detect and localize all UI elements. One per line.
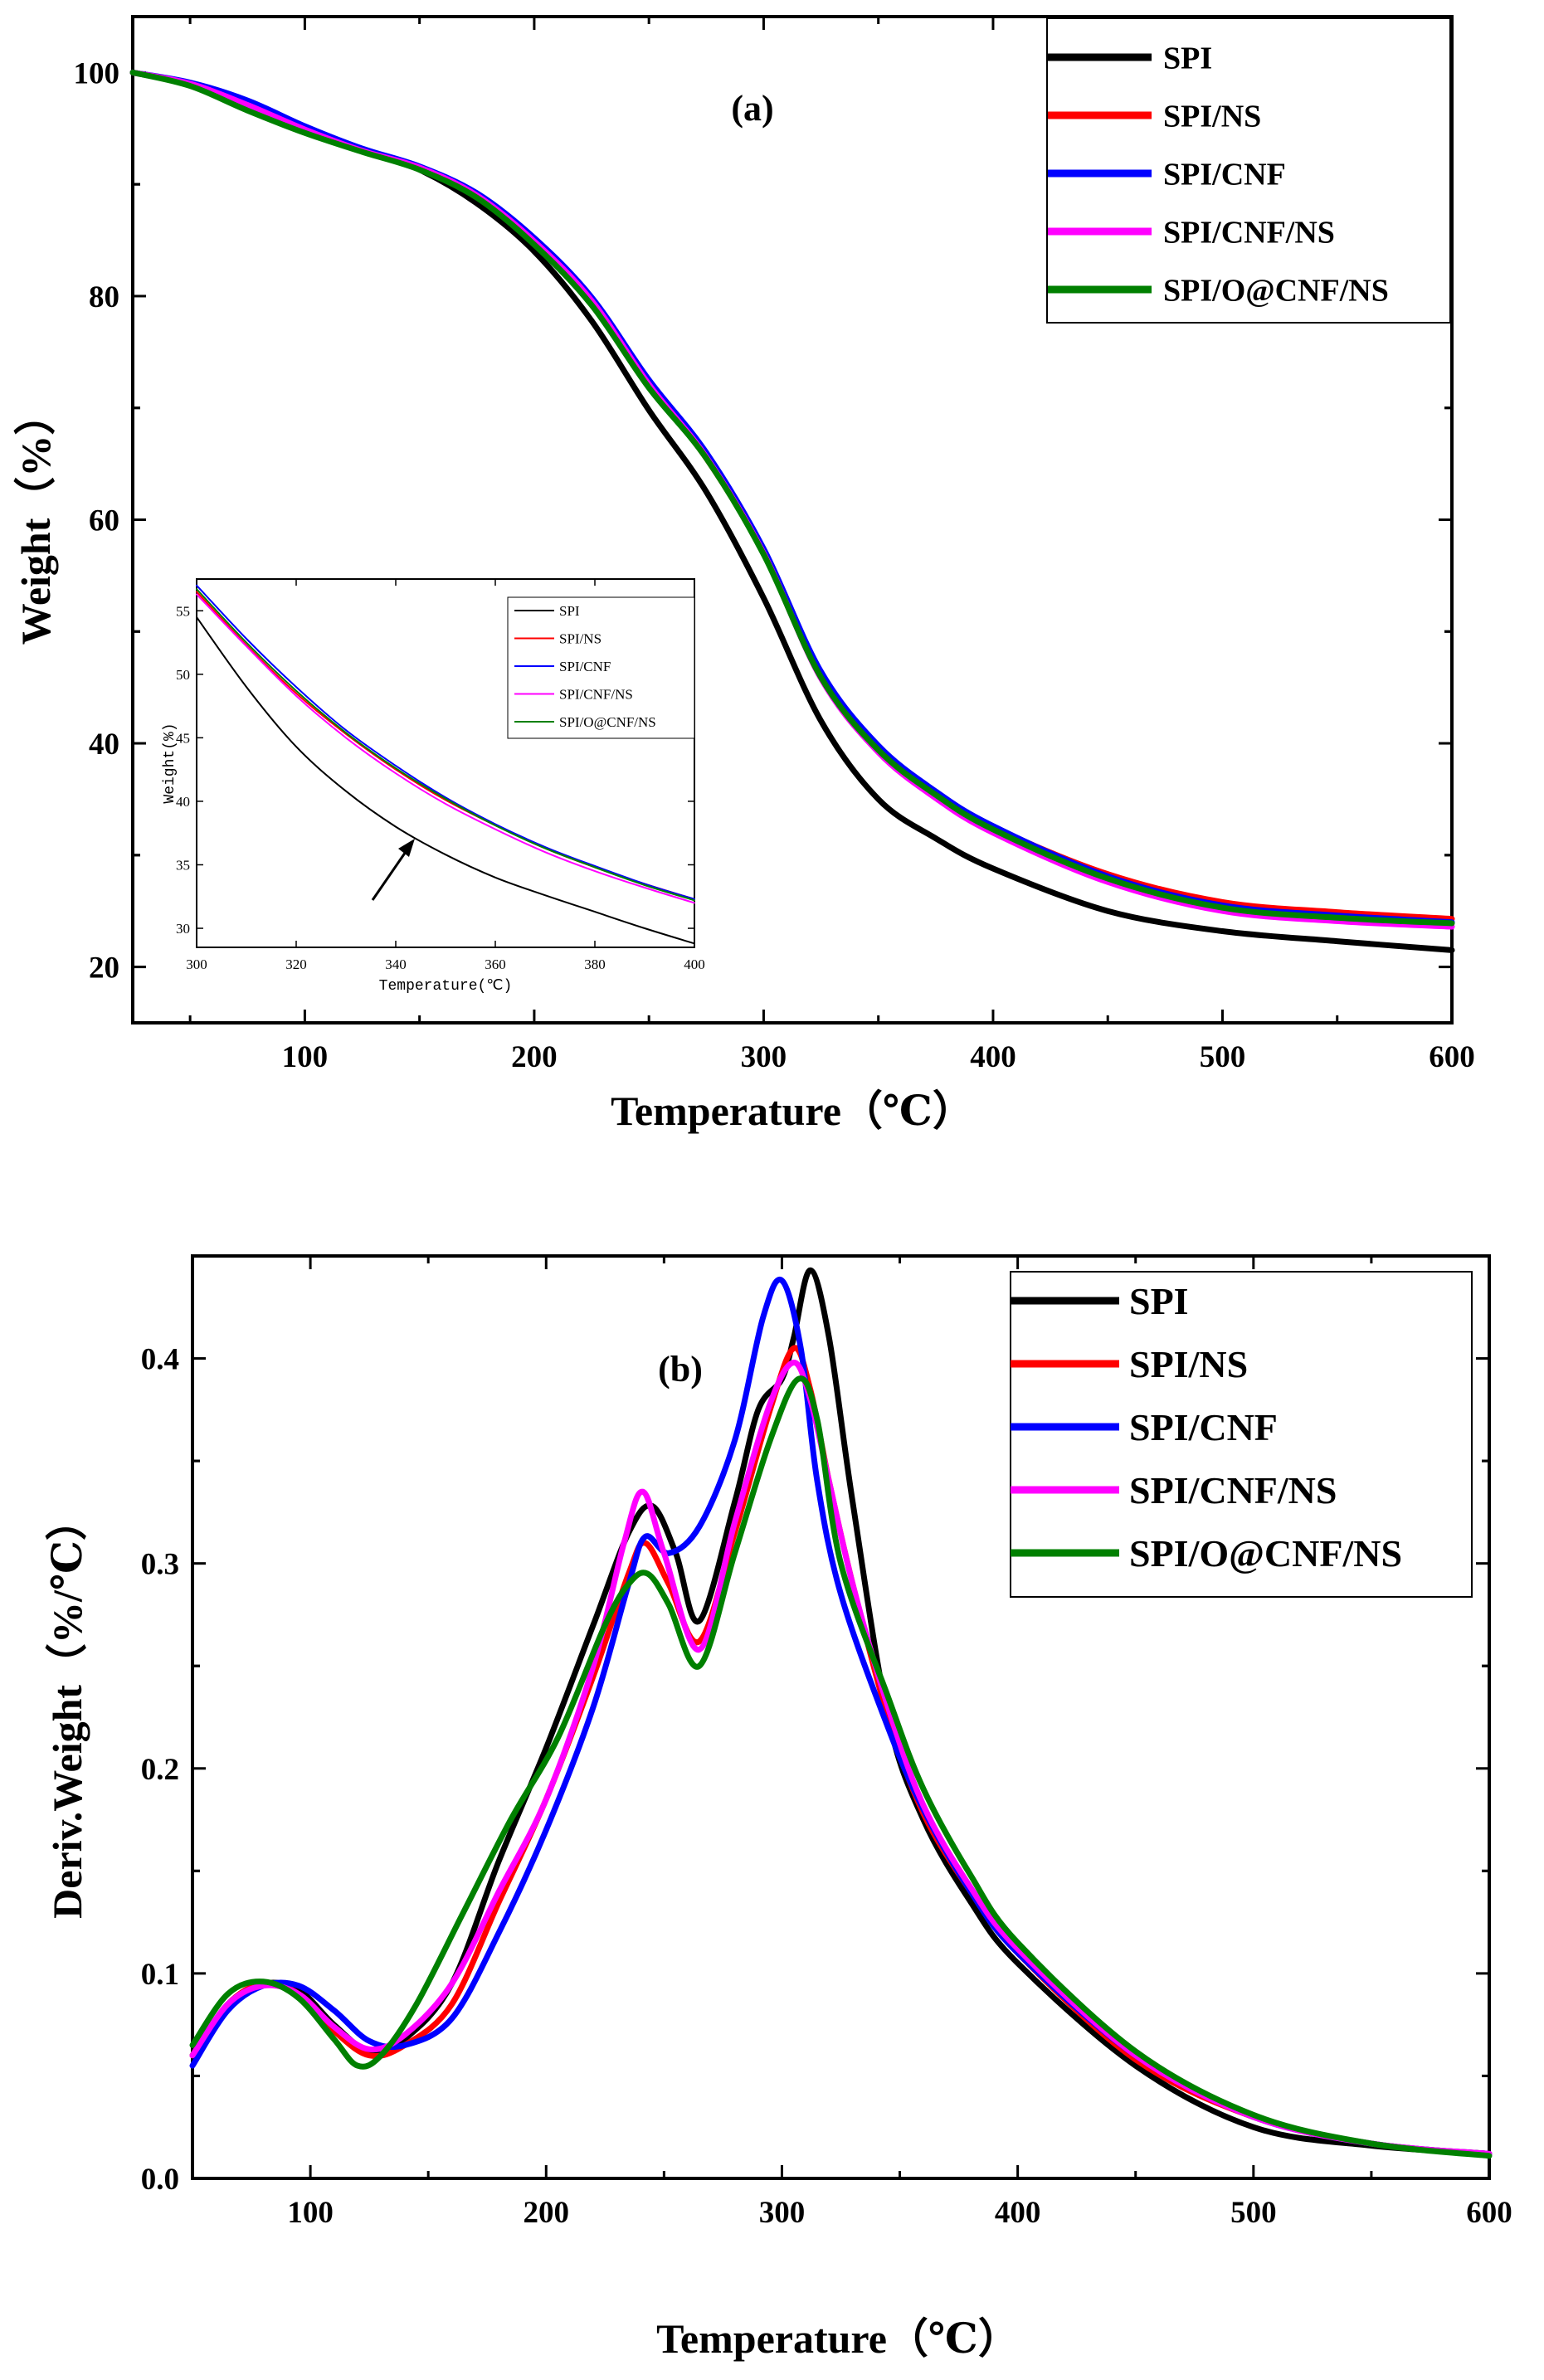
panel-a-legend-label-spi: SPI: [1163, 41, 1212, 75]
series-line-spi-cnf: [196, 584, 695, 900]
x-tick-label: 600: [1466, 2196, 1512, 2230]
panel-b-label: (b): [658, 1349, 703, 1390]
inset-legend-label-spi-o-cnf-ns: SPI/O@CNF/NS: [559, 714, 656, 730]
inset-legend-box: [507, 596, 695, 739]
series-line-spi-cnf-ns: [196, 593, 695, 904]
x-tick-label: 360: [485, 956, 506, 972]
x-tick-label: 200: [511, 1040, 558, 1074]
y-tick-label: 30: [176, 921, 190, 937]
inset-y-axis-title: Weight(%): [162, 723, 178, 803]
y-tick-label: 45: [176, 730, 190, 746]
y-tick-label: 0.2: [141, 1753, 179, 1787]
panel-b-legend-label-spi: SPI: [1129, 1280, 1189, 1322]
inset-legend-label-spi-ns: SPI/NS: [559, 631, 602, 647]
y-tick-label: 40: [176, 794, 190, 810]
panel-a-inset: 300 320 340 360 380 400 30 35 40 45 50 55 Temperatu…: [162, 556, 717, 995]
x-tick-label: 500: [1230, 2196, 1277, 2230]
inset-x-axis-title: Temperature(℃): [379, 978, 513, 995]
x-tick-label: 300: [759, 2196, 806, 2230]
x-tick-label: 500: [1200, 1040, 1246, 1074]
inset-annotation-arrow: [371, 846, 411, 901]
x-tick-label: 300: [741, 1040, 787, 1074]
y-tick-label: 60: [89, 504, 119, 538]
x-tick-label: 400: [995, 2196, 1041, 2230]
x-tick-label: 300: [186, 956, 207, 972]
series-line-spi: [196, 616, 695, 945]
panel-a-ticks: 100 200 300 400 500 600 20 40 60 80 100: [74, 17, 1475, 1074]
series-line-spi-o-cnf-ns: [189, 1375, 1493, 2159]
y-tick-label: 55: [176, 603, 190, 619]
x-tick-label: 380: [584, 956, 606, 972]
panel-b-y-axis-title: Deriv.Weight（%/℃）: [44, 1499, 90, 1919]
y-tick-label: 80: [89, 280, 119, 314]
inset-series: [196, 584, 695, 945]
panel-b-series: [189, 1267, 1493, 2159]
panel-a-label: (a): [731, 88, 773, 129]
inset-ticks: 300 320 340 360 380 400 30 35 40 45 50 55: [176, 579, 705, 972]
panel-a-y-axis-title: Weight（%）: [12, 394, 59, 645]
panel-b-legend-label-spi-o-cnf-ns: SPI/O@CNF/NS: [1129, 1532, 1402, 1574]
y-tick-label: 100: [74, 56, 120, 90]
panel-b-legend-label-spi-cnf: SPI/CNF: [1129, 1406, 1278, 1448]
y-tick-label: 0.3: [141, 1548, 179, 1582]
series-line-spi-o-cnf-ns: [196, 588, 695, 902]
x-tick-label: 400: [970, 1040, 1016, 1074]
series-line-spi: [189, 1267, 1493, 2157]
y-tick-label: 0.4: [141, 1343, 179, 1377]
inset-annotation-arrowhead: [398, 839, 415, 857]
panel-b-ticks: 100 200 300 400 500 600 0.0 0.1 0.2 0.3 0.4: [141, 1256, 1512, 2230]
panel-a-x-axis-title: Temperature（℃）: [611, 1088, 974, 1134]
y-tick-label: 0.0: [141, 2163, 179, 2197]
y-tick-label: 40: [89, 728, 119, 762]
x-tick-label: 340: [385, 956, 407, 972]
panel-a-legend-label-spi-cnf-ns: SPI/CNF/NS: [1163, 215, 1335, 250]
x-tick-label: 100: [287, 2196, 334, 2230]
panel-b-dtg-curves: 100 200 300 400 500 600 0.0 0.1 0.2 0.3 0.4 (b) Te…: [44, 1254, 1512, 2362]
panel-a-legend: SPI SPI/NS SPI/CNF SPI/CNF/NS SPI/O@CNF/NS: [1046, 17, 1451, 324]
x-tick-label: 320: [285, 956, 307, 972]
y-tick-label: 35: [176, 857, 190, 873]
inset-legend: SPI SPI/NS SPI/CNF SPI/CNF/NS SPI/O@CNF/NS: [514, 603, 656, 730]
y-tick-label: 50: [176, 667, 190, 683]
panel-b-legend-box: [1010, 1271, 1473, 1598]
x-tick-label: 200: [524, 2196, 570, 2230]
panel-b-legend: SPI SPI/NS SPI/CNF SPI/CNF/NS SPI/O@CNF/NS: [1010, 1271, 1473, 1598]
series-line-spi-cnf-ns: [189, 1360, 1493, 2157]
x-tick-label: 400: [684, 956, 705, 972]
panel-a-legend-label-spi-ns: SPI/NS: [1163, 99, 1261, 134]
panel-b-legend-label-spi-cnf-ns: SPI/CNF/NS: [1129, 1469, 1337, 1511]
y-tick-label: 20: [89, 952, 119, 986]
inset-legend-label-spi-cnf: SPI/CNF: [559, 659, 611, 674]
inset-legend-label-spi: SPI: [559, 603, 580, 619]
panel-a-series: [129, 69, 1455, 953]
inset-plot-frame: [196, 578, 695, 948]
panel-b-x-axis-title: Temperature（℃）: [656, 2315, 1020, 2362]
y-tick-label: 0.1: [141, 1958, 179, 1992]
series-line-spi-o-cnf-ns: [129, 69, 1455, 927]
panel-a-legend-label-spi-o-cnf-ns: SPI/O@CNF/NS: [1163, 273, 1389, 308]
panel-a-legend-label-spi-cnf: SPI/CNF: [1163, 157, 1286, 192]
inset-legend-label-spi-cnf-ns: SPI/CNF/NS: [559, 687, 633, 703]
x-tick-label: 600: [1429, 1040, 1475, 1074]
panel-b-legend-label-spi-ns: SPI/NS: [1129, 1343, 1248, 1385]
x-tick-label: 100: [282, 1040, 329, 1074]
panel-a-tga-curves: 100 200 300 400 500 600 20 40 60 80 100 (a) Temper…: [12, 15, 1475, 1134]
